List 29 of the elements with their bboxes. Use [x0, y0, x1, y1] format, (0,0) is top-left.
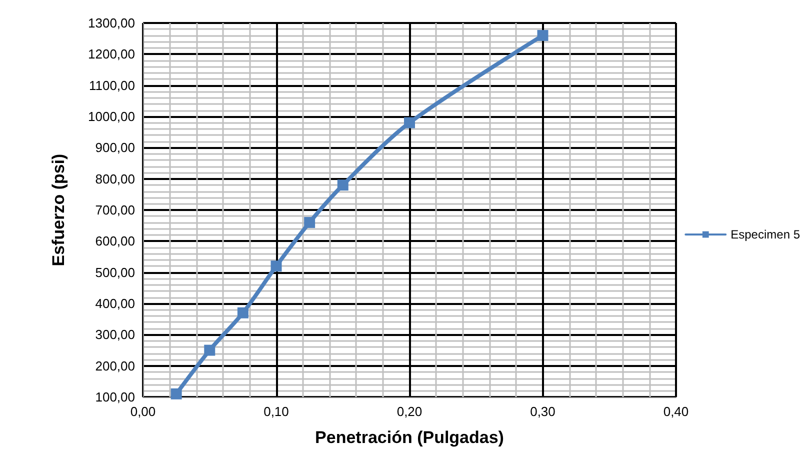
y-tick-label: 1200,00 [88, 46, 135, 62]
point [537, 30, 548, 41]
point [204, 344, 216, 356]
x-axis-title: Penetración (Pulgadas) [315, 428, 504, 447]
y-tick-label: 1300,00 [88, 16, 135, 30]
y-tick-label: 800,00 [95, 171, 135, 186]
point [404, 117, 415, 128]
x-tick-label: 0,00 [130, 404, 156, 419]
y-tick-label: 700,00 [95, 202, 135, 218]
y-tick-label: 200,00 [95, 358, 135, 374]
x-tick-label: 0,30 [530, 404, 556, 419]
y-tick-label: 100,00 [95, 390, 135, 404]
y-tick-label: 1100,00 [88, 78, 135, 93]
legend-label: Especimen 5 [730, 228, 800, 242]
point [337, 180, 348, 191]
point [170, 388, 182, 400]
y-tick-label: 400,00 [95, 296, 135, 311]
y-axis-title: Esfuerzo (psi) [49, 154, 68, 266]
y-tick-label: 300,00 [95, 327, 135, 342]
point [237, 307, 248, 318]
y-tick-label: 900,00 [95, 140, 135, 156]
point [304, 216, 316, 228]
y-tick-label: 500,00 [95, 264, 135, 280]
point [270, 260, 282, 272]
x-tick-label: 0,20 [396, 404, 422, 419]
y-tick-label: 600,00 [95, 234, 135, 249]
x-tick-label: 0,40 [663, 404, 689, 419]
y-tick-label: 1000,00 [88, 109, 135, 124]
x-tick-label: 0,10 [264, 404, 289, 419]
